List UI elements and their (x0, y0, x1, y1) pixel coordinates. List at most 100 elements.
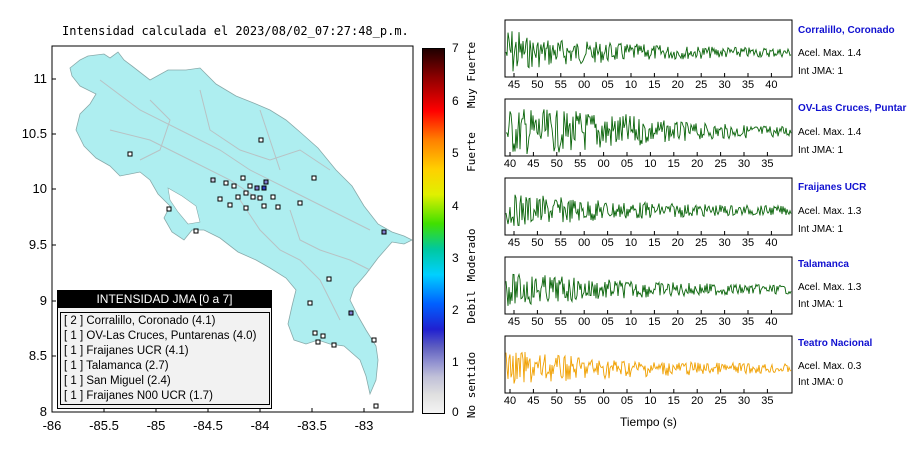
y-tick: 9 (39, 293, 47, 308)
station-name: Teatro Nacional (798, 338, 873, 349)
y-tick: 10.5 (21, 126, 47, 141)
colorbar-tick: 4 (452, 199, 459, 213)
waveform-tick-label: 45 (507, 79, 521, 91)
waveform-tick-label: 35 (761, 395, 774, 407)
station-int: Int JMA: 1 (798, 66, 844, 77)
costa-rica-land (69, 51, 413, 396)
station-acel: Acel. Max. 0.3 (798, 361, 862, 372)
legend-item: [ 1 ] OV-Las Cruces, Puntarenas (4.0) (64, 330, 257, 342)
nicoya-gulf-water (167, 187, 201, 225)
station-int: Int JMA: 1 (798, 145, 844, 156)
waveform-tick-label: 10 (624, 237, 638, 249)
colorbar-tick: 5 (452, 146, 459, 160)
waveform-tick-label: 25 (695, 79, 708, 91)
waveform-tick-label: 15 (667, 395, 680, 407)
waveform-tick-label: 00 (578, 237, 591, 249)
waveform-tick-label: 05 (601, 79, 614, 91)
station-name: Corralillo, Coronado (798, 25, 895, 36)
waveform-tick-label: 55 (554, 316, 567, 328)
waveform-tick-label: 00 (578, 79, 591, 91)
y-tick: 10 (32, 181, 47, 196)
waveform-tick-label: 45 (527, 395, 540, 407)
waveform-tick-label: 10 (624, 79, 638, 91)
y-tick: 8 (39, 404, 47, 419)
waveform-tick-label: 10 (644, 395, 657, 407)
x-tick: -85.5 (89, 418, 119, 433)
waveform-tick-label: 05 (620, 395, 634, 407)
waveform-tick-label: 40 (765, 237, 778, 249)
waveform-tick-label: 55 (554, 79, 567, 91)
waveform-tick-label: 35 (741, 79, 755, 91)
waveform-tick-label: 20 (671, 79, 684, 91)
waveform-tick-label: 35 (761, 158, 774, 170)
waveform-tick-label: 10 (624, 316, 638, 328)
waveform-tick-label: 45 (507, 237, 521, 249)
time-axis-label: Tiempo (s) (620, 415, 677, 429)
waveform-tick-label: 30 (718, 316, 731, 328)
waveform-tick-label: 30 (737, 158, 751, 170)
station-int: Int JMA: 0 (798, 377, 844, 388)
waveform-tick-label: 40 (503, 158, 517, 170)
waveform-tick-label: 05 (620, 158, 634, 170)
waveform-tick-label: 05 (601, 316, 614, 328)
waveform-tick-label: 05 (601, 237, 614, 249)
waveform-tick-label: 55 (554, 237, 567, 249)
waveform-tick-label: 45 (527, 158, 540, 170)
waveform-tick-label: 15 (648, 79, 661, 91)
waveform-tick-label: 50 (531, 79, 544, 91)
legend-item: [ 1 ] Talamanca (2.7) (64, 360, 169, 372)
waveform-trace (505, 272, 792, 306)
legend-item: [ 1 ] Fraijanes N00 UCR (1.7) (64, 390, 213, 402)
x-tick: -84.5 (193, 418, 223, 433)
waveform-tick-label: 25 (695, 237, 708, 249)
y-tick: 9.5 (28, 237, 47, 252)
waveform-tick-label: 25 (695, 316, 708, 328)
waveform-tick-label: 15 (667, 158, 680, 170)
legend-title: INTENSIDAD JMA [0 a 7] (58, 291, 271, 308)
waveform-tick-label: 55 (574, 158, 587, 170)
x-tick: -83 (354, 418, 374, 433)
waveform-tick-label: 25 (714, 395, 727, 407)
station-name: OV-Las Cruces, Puntar (798, 103, 907, 114)
waveform-tick-label: 20 (671, 237, 684, 249)
legend-item: [ 1 ] Fraijanes UCR (4.1) (64, 345, 189, 357)
waveform-trace (505, 194, 792, 226)
station-name: Fraijanes UCR (798, 182, 867, 193)
waveform-tick-label: 40 (503, 395, 517, 407)
waveform-tick-label: 40 (765, 79, 778, 91)
colorbar-tick: 2 (452, 303, 459, 317)
waveform-tick-label: 35 (741, 316, 755, 328)
waveform-tick-label: 30 (718, 79, 731, 91)
colorbar-tick: 6 (452, 94, 459, 108)
colorbar-tick: 7 (452, 41, 459, 55)
x-tick: -85 (146, 418, 166, 433)
intensity-colorbar (422, 48, 445, 414)
waveform-tick-label: 35 (741, 237, 755, 249)
waveform-tick-label: 20 (691, 395, 704, 407)
waveform-tick-label: 10 (644, 158, 657, 170)
station-acel: Acel. Max. 1.4 (798, 48, 862, 59)
waveform-tick-label: 50 (531, 316, 544, 328)
y-tick: 11 (33, 71, 48, 86)
waveform-tick-label: 00 (597, 395, 610, 407)
colorbar-tick: 3 (452, 251, 459, 265)
waveform-tick-label: 55 (574, 395, 587, 407)
waveform-tick-label: 50 (550, 158, 563, 170)
waveform-tick-label: 50 (531, 237, 544, 249)
colorbar-tick: 0 (452, 405, 459, 419)
station-acel: Acel. Max. 1.3 (798, 282, 862, 293)
station-acel: Acel. Max. 1.3 (798, 206, 862, 217)
waveform-trace (506, 109, 792, 155)
waveform-trace (505, 351, 792, 384)
waveform-tick-label: 40 (765, 316, 778, 328)
road-lines (99, 79, 371, 321)
x-tick: -86 (42, 418, 62, 433)
legend-list: [ 2 ] Corralillo, Coronado (4.1) [ 1 ] O… (60, 312, 270, 405)
waveform-tick-label: 25 (714, 158, 727, 170)
map-title: Intensidad calculada el 2023/08/02_07:27… (62, 24, 409, 38)
waveform-tick-label: 15 (648, 316, 661, 328)
waveform-tick-label: 20 (671, 316, 684, 328)
station-int: Int JMA: 1 (798, 299, 844, 310)
x-tick: -83.5 (297, 418, 327, 433)
